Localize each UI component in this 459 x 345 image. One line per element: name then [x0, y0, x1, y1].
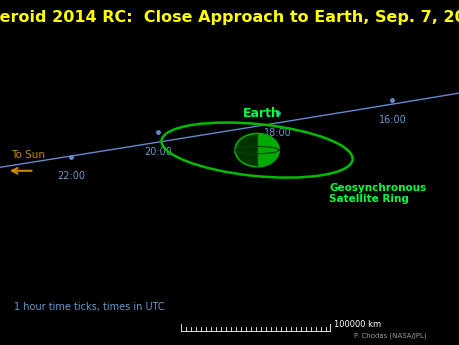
Text: Geosynchronous
Satellite Ring: Geosynchronous Satellite Ring	[330, 183, 426, 205]
Text: To Sun: To Sun	[11, 150, 45, 160]
Text: 16:00: 16:00	[379, 115, 406, 125]
Wedge shape	[235, 134, 257, 167]
Text: Asteroid 2014 RC:  Close Approach to Earth, Sep. 7, 2014: Asteroid 2014 RC: Close Approach to Eart…	[0, 10, 459, 25]
Circle shape	[235, 134, 279, 167]
Text: P. Chodas (NASA/JPL): P. Chodas (NASA/JPL)	[354, 332, 427, 339]
Text: Earth: Earth	[243, 107, 280, 120]
Text: 100000 km: 100000 km	[334, 320, 381, 329]
Text: 20:00: 20:00	[145, 147, 172, 157]
Wedge shape	[257, 134, 279, 167]
Text: 22:00: 22:00	[57, 171, 85, 181]
Text: 18:00: 18:00	[264, 128, 291, 138]
Text: 1 hour time ticks, times in UTC: 1 hour time ticks, times in UTC	[14, 302, 164, 312]
